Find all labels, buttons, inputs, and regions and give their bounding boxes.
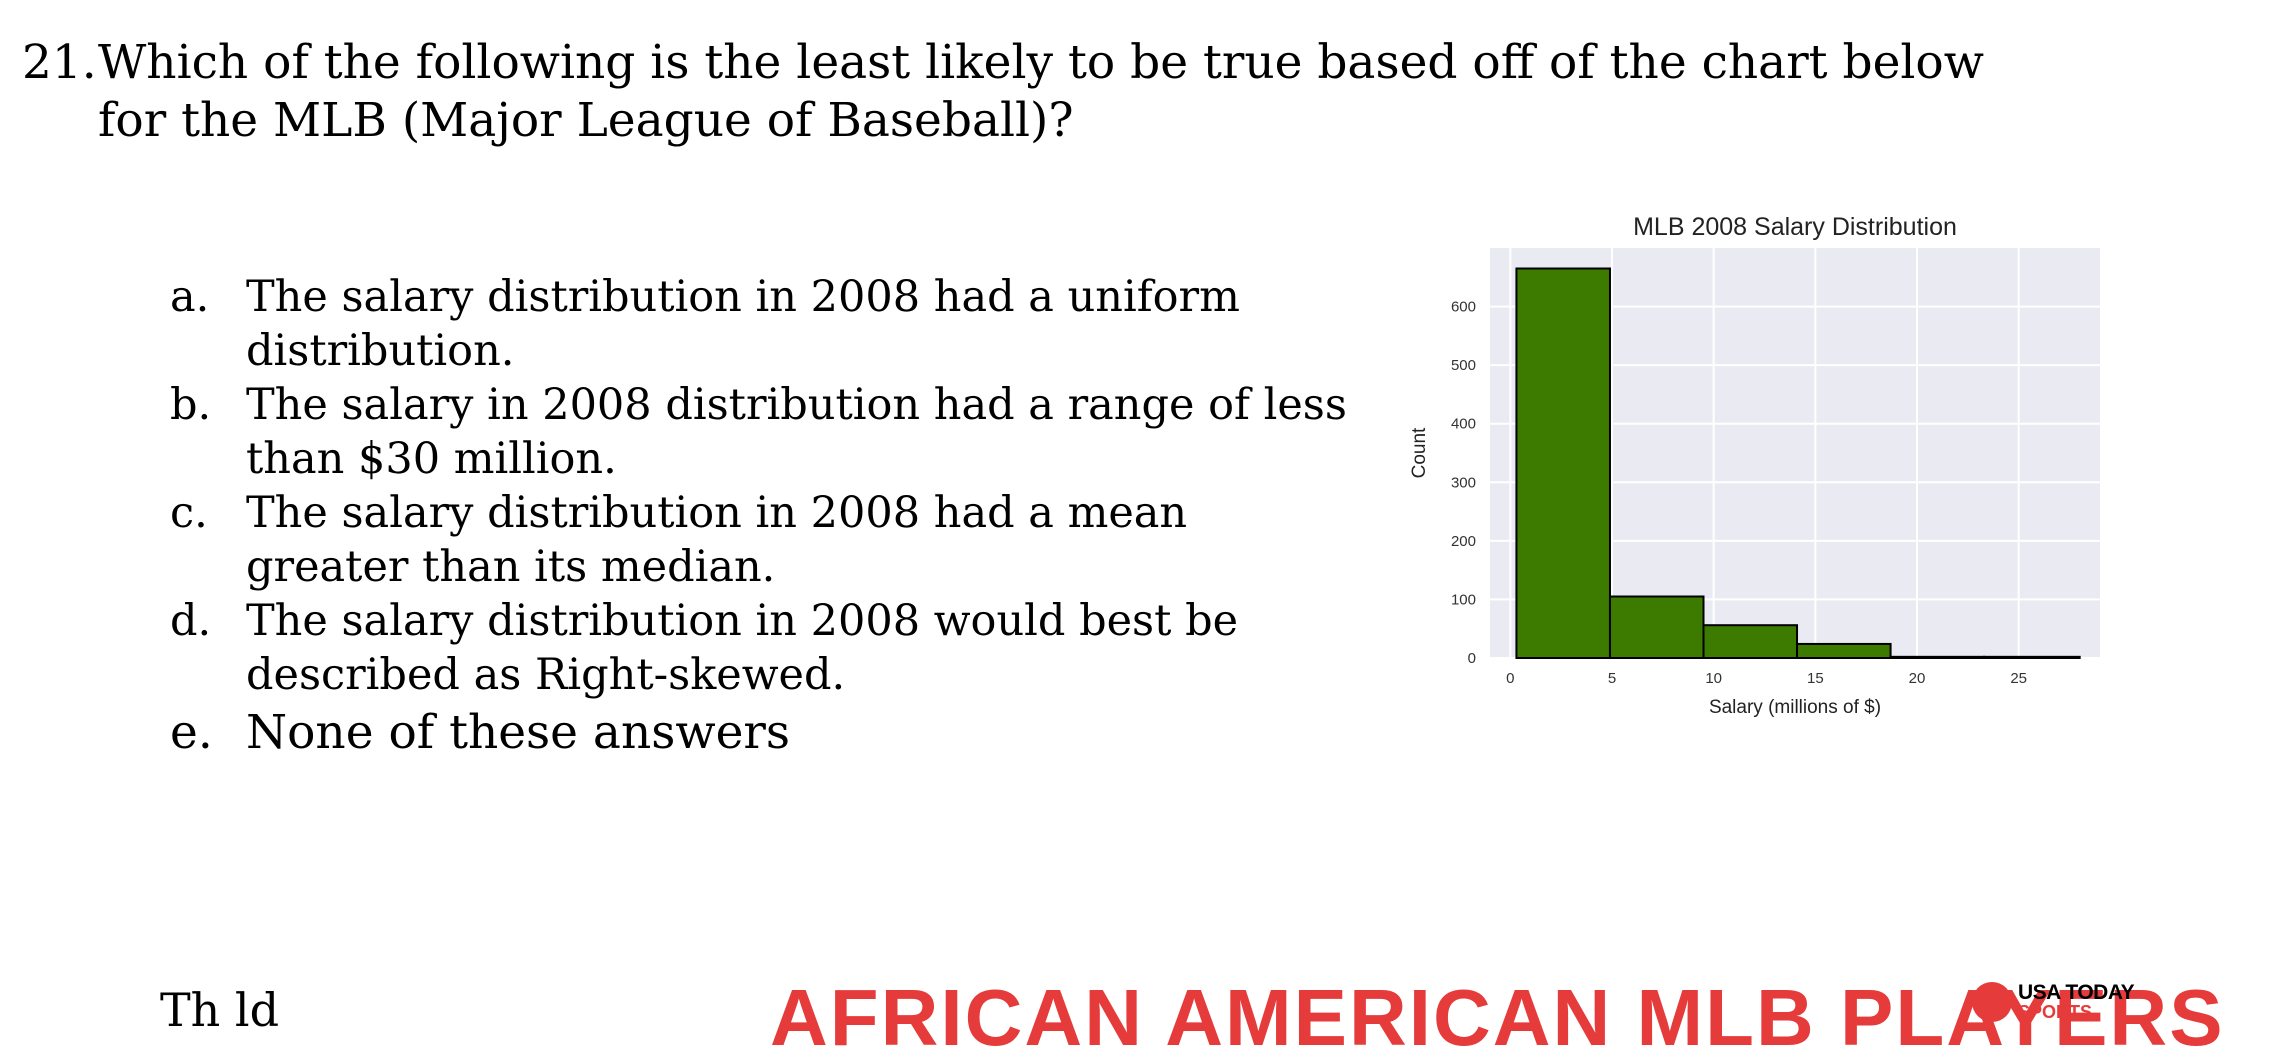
- option-letter: d.: [170, 596, 212, 646]
- y-tick-label: 400: [1451, 416, 1476, 433]
- option-e[interactable]: e. None of these answers: [170, 704, 1350, 762]
- option-d[interactable]: d. The salary distribution in 2008 would…: [170, 594, 1350, 702]
- cropped-heading-text: Th ld: [160, 983, 280, 1037]
- histogram-bar: [1702, 624, 1799, 660]
- option-text: The salary distribution in 2008 had a un…: [246, 272, 1240, 376]
- option-letter: e.: [170, 705, 213, 760]
- option-text: The salary in 2008 distribution had a ra…: [246, 380, 1347, 484]
- option-b[interactable]: b. The salary in 2008 distribution had a…: [170, 378, 1350, 486]
- option-text: None of these answers: [246, 705, 790, 760]
- histogram-bar: [1983, 655, 2081, 660]
- y-axis-label: Count: [1409, 427, 1430, 478]
- option-letter: b.: [170, 380, 212, 430]
- x-tick-label: 5: [1608, 670, 1616, 687]
- y-tick-label: 200: [1451, 533, 1476, 550]
- x-tick-label: 20: [1909, 670, 1926, 687]
- histogram-bar: [1515, 267, 1611, 659]
- option-c[interactable]: c. The salary distribution in 2008 had a…: [170, 486, 1350, 594]
- y-tick-label: 500: [1451, 357, 1476, 374]
- salary-histogram: 0 100 200 300 400 500 600 0 5 10 15 20 25 MLB 2008 Sa…: [1409, 213, 2100, 718]
- usa-today-logo-icon: [1972, 982, 2012, 1022]
- histogram-bar: [1608, 595, 1705, 659]
- option-letter: c.: [170, 488, 208, 538]
- question-text: Which of the following is the least like…: [98, 35, 1984, 148]
- option-a[interactable]: a. The salary distribution in 2008 had a…: [170, 270, 1350, 378]
- y-tick-label: 0: [1468, 650, 1476, 667]
- histogram-bar: [1889, 655, 1986, 660]
- logo-text: USA TODAY: [2018, 981, 2135, 1004]
- x-tick-label: 10: [1705, 670, 1722, 687]
- x-tick-label: 25: [2010, 670, 2027, 687]
- histogram-bar: [1796, 642, 1892, 660]
- x-tick-label: 0: [1506, 670, 1514, 687]
- y-tick-label: 600: [1451, 299, 1476, 316]
- chart-title: MLB 2008 Salary Distribution: [1633, 213, 1957, 241]
- y-tick-label: 100: [1451, 591, 1476, 608]
- question-number: 21.: [22, 35, 97, 90]
- answer-options: a. The salary distribution in 2008 had a…: [170, 270, 1350, 762]
- x-tick-label: 15: [1807, 670, 1824, 687]
- logo-subtext: SPORTS: [2018, 1002, 2093, 1022]
- option-letter: a.: [170, 272, 210, 322]
- option-text: The salary distribution in 2008 would be…: [246, 596, 1239, 700]
- option-text: The salary distribution in 2008 had a me…: [246, 488, 1188, 592]
- y-tick-label: 300: [1451, 474, 1476, 491]
- x-axis-label: Salary (millions of $): [1709, 697, 1881, 718]
